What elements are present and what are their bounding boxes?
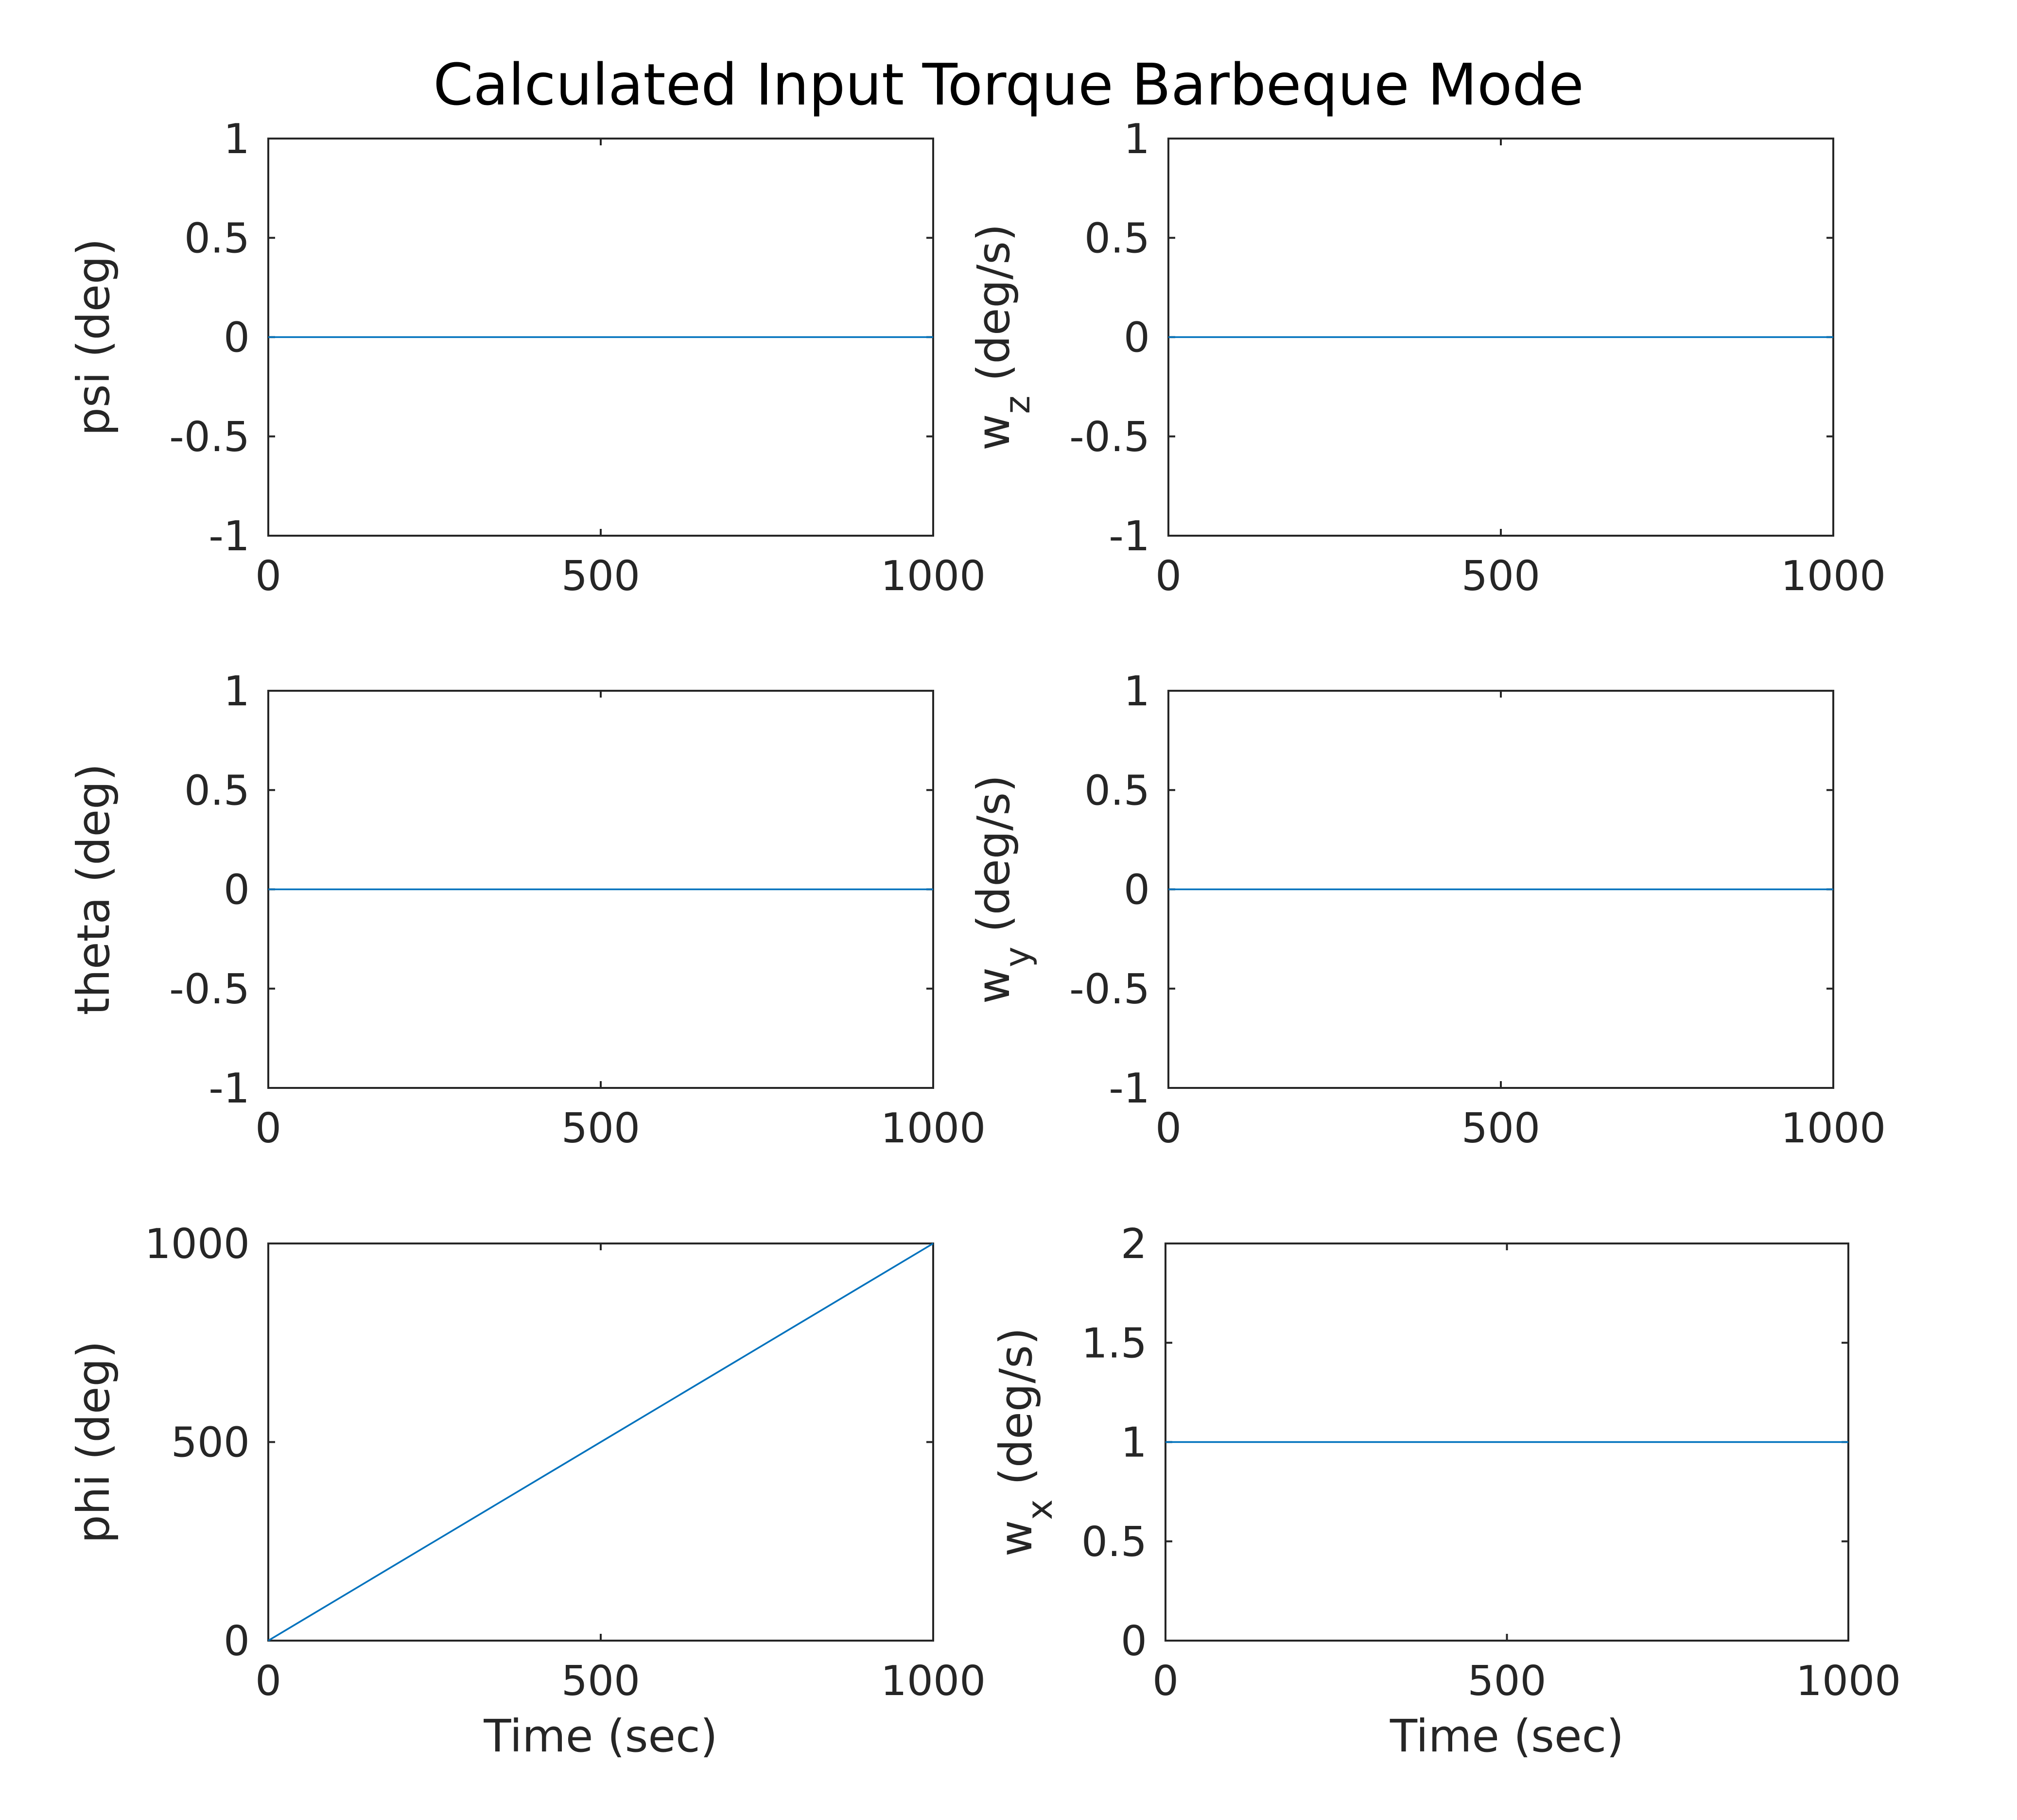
y-axis-label-unit: (deg/s)	[968, 775, 1020, 946]
y-tick-label: 0	[1124, 314, 1150, 362]
y-tick-label: 0.5	[184, 767, 250, 815]
y-tick-label: 0	[224, 1617, 250, 1665]
y-tick-label: 1	[224, 115, 250, 163]
y-axis-label-subscript: z	[997, 396, 1038, 414]
y-axis-label-base: w	[990, 1520, 1042, 1557]
x-tick-label: 0	[1155, 552, 1182, 600]
y-tick-label: 1	[224, 667, 250, 716]
x-tick-label: 0	[255, 552, 281, 600]
x-tick-label: 1000	[1781, 1104, 1886, 1153]
y-tick-label: -1	[209, 512, 250, 560]
y-axis-label-base: w	[968, 414, 1020, 450]
x-tick-label: 0	[255, 1104, 281, 1153]
x-tick-label: 1000	[881, 1104, 986, 1153]
x-axis-label: Time (sec)	[1390, 1710, 1624, 1762]
subplot-6: 0 500 1000 0 0.5 1 1.5 2 wx (deg/s) Time (sec)	[990, 1220, 1901, 1762]
y-axis-label: phi (deg)	[68, 1341, 120, 1543]
figure-title: Calculated Input Torque Barbeque Mode	[433, 51, 1584, 118]
x-tick-label: 500	[1461, 1104, 1540, 1153]
x-tick-label: 0	[255, 1657, 281, 1705]
y-tick-label: -0.5	[169, 965, 250, 1014]
x-tick-label: 1000	[881, 1657, 986, 1705]
y-axis-label: wy (deg/s)	[968, 775, 1038, 1004]
series-line	[268, 1242, 934, 1642]
y-axis-label-subscript: y	[997, 946, 1038, 967]
x-axis-label: Time (sec)	[483, 1710, 717, 1762]
y-axis-label-base: w	[968, 967, 1020, 1004]
y-tick-label: 1	[1124, 115, 1150, 163]
x-tick-label: 1000	[1781, 552, 1886, 600]
x-tick-label: 1000	[881, 552, 986, 600]
y-tick-label: 0.5	[184, 214, 250, 262]
subplot-1: 0 500 1000 -1 -0.5 0 0.5 1 psi (deg)	[68, 115, 986, 600]
y-tick-label: -1	[209, 1065, 250, 1113]
y-axis-label: wz (deg/s)	[968, 224, 1038, 450]
y-tick-label: -1	[1109, 1065, 1150, 1113]
y-tick-label: 0	[224, 866, 250, 914]
y-axis-label-unit: (deg/s)	[968, 224, 1020, 395]
y-tick-label: 1.5	[1081, 1319, 1147, 1367]
y-tick-label: 0	[224, 314, 250, 362]
y-tick-label: -0.5	[1069, 965, 1150, 1014]
subplot-4: 0 500 1000 -1 -0.5 0 0.5 1 wy (deg/s)	[968, 667, 1886, 1153]
x-tick-label: 0	[1152, 1657, 1179, 1705]
x-tick-label: 500	[561, 552, 640, 600]
y-tick-label: -0.5	[1069, 413, 1150, 461]
y-axis-label-subscript: x	[1019, 1499, 1060, 1520]
y-tick-label: 0	[1124, 866, 1150, 914]
y-tick-label: 0	[1121, 1617, 1147, 1665]
x-tick-label: 500	[1467, 1657, 1546, 1705]
x-tick-label: 0	[1155, 1104, 1182, 1153]
x-tick-label: 1000	[1796, 1657, 1901, 1705]
y-tick-label: 2	[1121, 1220, 1147, 1268]
y-tick-label: -0.5	[169, 413, 250, 461]
y-tick-label: 1	[1124, 667, 1150, 716]
x-tick-label: 500	[1461, 552, 1540, 600]
y-tick-label: 1	[1121, 1419, 1147, 1467]
y-axis-label: theta (deg)	[68, 764, 120, 1015]
subplot-5: 0 500 1000 0 500 1000 phi (deg) Time (sec)	[68, 1220, 986, 1762]
y-tick-label: 0.5	[1084, 214, 1150, 262]
subplot-2: 0 500 1000 -1 -0.5 0 0.5 1 wz (deg/s)	[968, 115, 1886, 600]
y-tick-label: 500	[171, 1419, 250, 1467]
y-tick-label: 0.5	[1081, 1518, 1147, 1566]
y-tick-label: 1000	[145, 1220, 250, 1268]
y-axis-label: psi (deg)	[68, 238, 120, 436]
y-axis-label-unit: (deg/s)	[990, 1328, 1042, 1499]
y-axis-label: wx (deg/s)	[990, 1328, 1060, 1557]
y-tick-label: 0.5	[1084, 767, 1150, 815]
x-tick-label: 500	[561, 1104, 640, 1153]
x-tick-label: 500	[561, 1657, 640, 1705]
subplot-3: 0 500 1000 -1 -0.5 0 0.5 1 theta (deg)	[68, 667, 986, 1153]
y-tick-label: -1	[1109, 512, 1150, 560]
